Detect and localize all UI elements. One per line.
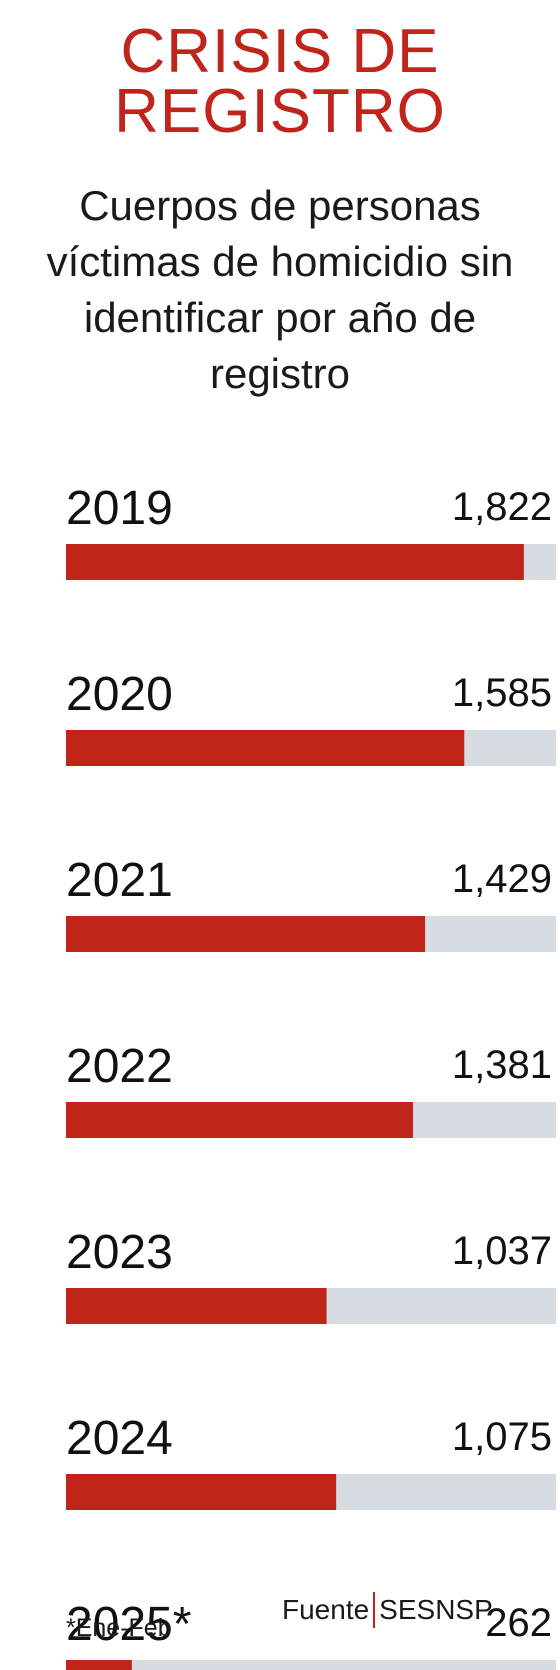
chart-title-line2: REGISTRO	[114, 77, 446, 146]
bar-2020	[66, 730, 465, 766]
value-label: 1,429	[452, 857, 552, 901]
value-label: 1,037	[452, 1229, 552, 1273]
value-label: 1,822	[452, 485, 552, 529]
chart-subtitle: Cuerpos de personas víctimas de homicidi…	[46, 182, 514, 397]
year-label: 2021	[66, 854, 173, 907]
source-label: Fuente	[282, 1594, 370, 1625]
year-label: 2020	[66, 668, 173, 721]
source-credit: Fuente SESNSP	[282, 1592, 493, 1628]
source-separator	[373, 1592, 376, 1628]
bar-2024	[66, 1474, 337, 1510]
footnote: *Ene-Feb	[66, 1614, 172, 1642]
chart-title-line1: CRISIS DE	[120, 17, 440, 86]
year-label: 2023	[66, 1226, 173, 1279]
year-label: 2022	[66, 1040, 173, 1093]
source-name: SESNSP	[379, 1594, 493, 1625]
bar-2019	[66, 544, 524, 580]
year-label: 2024	[66, 1412, 173, 1465]
value-label: 1,075	[452, 1415, 552, 1459]
bar-track	[66, 1660, 556, 1670]
chart-title: CRISIS DE REGISTRO	[0, 17, 560, 146]
bar-2023	[66, 1288, 327, 1324]
value-label: 262	[485, 1601, 552, 1645]
value-label: 1,585	[452, 671, 552, 715]
bar-2022	[66, 1102, 414, 1138]
value-label: 1,381	[452, 1043, 552, 1087]
year-label: 2019	[66, 482, 173, 535]
bar-2021	[66, 916, 426, 952]
bar-2025	[66, 1660, 132, 1670]
year-label: 2025*	[66, 1598, 191, 1651]
